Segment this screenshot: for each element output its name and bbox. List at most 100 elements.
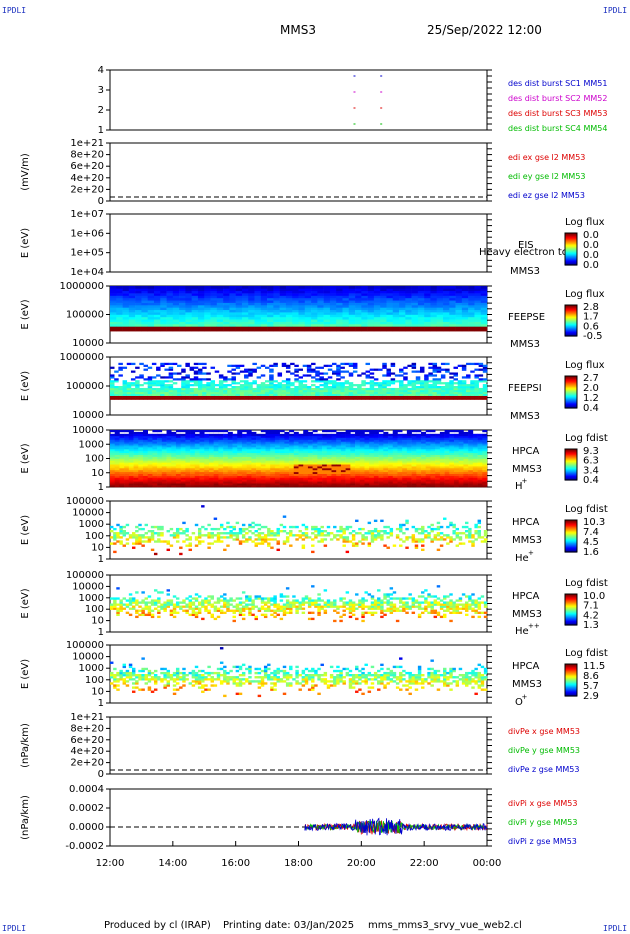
spectrogram-cell bbox=[199, 433, 205, 436]
spectrogram-cell bbox=[315, 397, 320, 400]
spectrogram-cell bbox=[355, 295, 362, 299]
spectrogram-cell bbox=[355, 466, 361, 469]
spectrogram-cell bbox=[293, 462, 299, 465]
spectrogram-cell bbox=[180, 475, 186, 478]
spectrogram-cell bbox=[289, 447, 295, 450]
spectrogram-cell bbox=[185, 314, 192, 318]
spectrogram-cell bbox=[454, 441, 460, 444]
spectrogram-cell bbox=[386, 328, 394, 332]
spectrogram-cell bbox=[311, 393, 316, 396]
spectrogram-cell bbox=[430, 441, 436, 444]
spectrogram-cell bbox=[463, 473, 469, 476]
spectrogram-cell bbox=[364, 435, 370, 438]
colorbar-swatch bbox=[565, 400, 577, 402]
spectrogram-cell bbox=[373, 481, 379, 484]
colorbar-swatch bbox=[565, 329, 577, 332]
spectrogram-cell bbox=[317, 473, 323, 476]
spectrogram-cell bbox=[390, 364, 396, 367]
spectrogram-cell bbox=[304, 314, 312, 318]
spectrogram-cell bbox=[373, 324, 381, 327]
spectrogram-cell bbox=[223, 293, 230, 296]
spectrogram-cell bbox=[315, 380, 320, 383]
spectrogram-cell bbox=[193, 362, 199, 366]
spectrogram-cell bbox=[274, 439, 280, 442]
spectrogram-cell bbox=[175, 447, 181, 450]
spectrogram-cell bbox=[172, 378, 178, 381]
spectrogram-cell bbox=[332, 370, 337, 373]
spectrogram-cell bbox=[180, 454, 186, 457]
spectrogram-cell bbox=[303, 431, 309, 435]
spectrogram-cell bbox=[124, 471, 130, 474]
spectrogram-cell bbox=[411, 319, 419, 322]
spectrogram-cell bbox=[293, 473, 299, 476]
spectrogram-cell bbox=[277, 372, 283, 375]
spectrogram-cell bbox=[317, 297, 324, 301]
spectrogram-cell bbox=[350, 441, 356, 444]
spectrogram-cell bbox=[166, 435, 172, 438]
spectrogram-cell bbox=[185, 485, 191, 488]
spectrogram-cell bbox=[227, 481, 233, 484]
spectrogram-cell bbox=[204, 468, 210, 471]
spectrogram-cell bbox=[463, 469, 469, 473]
spectrogram-cell bbox=[454, 483, 460, 486]
spectrogram-cell bbox=[439, 443, 445, 446]
spectrogram-cell bbox=[273, 362, 278, 366]
spectrogram-cell bbox=[480, 319, 488, 322]
spectrogram-cell bbox=[317, 312, 324, 315]
spectrogram-cell bbox=[248, 295, 255, 299]
spectrogram-cell bbox=[435, 471, 441, 474]
spectrogram-cell bbox=[110, 443, 116, 446]
spectrogram-cell bbox=[355, 473, 361, 476]
spectrogram-cell bbox=[298, 297, 306, 301]
spectrogram-cell bbox=[444, 468, 450, 471]
spectrogram-cell bbox=[383, 477, 389, 480]
spectrogram-cell bbox=[161, 441, 167, 444]
spectrogram-cell bbox=[302, 395, 308, 398]
spectrogram-cell bbox=[331, 447, 337, 450]
spectrogram-cell bbox=[380, 305, 387, 308]
spectrogram-cell bbox=[246, 439, 252, 442]
spectrogram-cell bbox=[424, 389, 429, 393]
spectrogram-cell bbox=[185, 456, 191, 459]
spectrogram-cell bbox=[304, 300, 312, 303]
spectrogram-cell bbox=[260, 374, 266, 377]
spectrogram-cell bbox=[147, 481, 153, 484]
spectrogram-cell bbox=[463, 481, 469, 484]
spectrogram-cell bbox=[373, 456, 379, 459]
spectrogram-cell bbox=[152, 443, 158, 446]
spectrogram-cell bbox=[128, 305, 136, 308]
spectrogram-cell bbox=[290, 384, 295, 387]
spectrogram-cell bbox=[133, 439, 139, 442]
spectrogram-cell bbox=[128, 536, 133, 539]
colorbar-swatch bbox=[565, 388, 577, 390]
spectrogram-cell bbox=[482, 481, 488, 484]
spectrogram-cell bbox=[118, 387, 123, 391]
spectrogram-cell bbox=[273, 297, 280, 301]
spectrogram-cell bbox=[208, 477, 214, 480]
spectrogram-cell bbox=[241, 293, 249, 296]
colorbar-swatch bbox=[565, 252, 577, 254]
spectrogram-cell bbox=[210, 386, 216, 389]
spectrogram-cell bbox=[126, 362, 132, 366]
spectrogram-cell bbox=[244, 397, 249, 400]
spectrogram-cell bbox=[274, 464, 280, 467]
spectrogram-cell bbox=[367, 300, 375, 303]
spectrogram-cell bbox=[406, 445, 412, 448]
spectrogram-cell bbox=[227, 391, 232, 395]
spectrogram-cell bbox=[289, 445, 295, 448]
colorbar-swatch bbox=[565, 384, 577, 387]
spectrogram-cell bbox=[468, 295, 475, 299]
spectrogram-cell bbox=[138, 477, 144, 480]
spectrogram-cell bbox=[411, 483, 417, 486]
spectrogram-cell bbox=[190, 430, 196, 433]
spectrogram-cell bbox=[138, 437, 144, 440]
spectrogram-cell bbox=[348, 372, 354, 375]
spectrogram-cell bbox=[416, 443, 422, 446]
spectrogram-cell bbox=[348, 395, 354, 398]
spectrogram-cell bbox=[306, 370, 312, 373]
spectrogram-cell bbox=[116, 534, 120, 537]
spectrogram-cell bbox=[478, 374, 484, 377]
spectrogram-cell bbox=[152, 447, 158, 450]
spectrogram-cell bbox=[191, 288, 199, 292]
spectrogram-cell bbox=[416, 466, 422, 469]
